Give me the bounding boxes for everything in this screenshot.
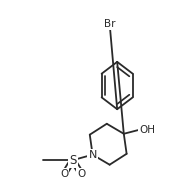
Text: OH: OH — [139, 125, 155, 135]
Text: Br: Br — [104, 19, 115, 29]
Text: O: O — [60, 169, 68, 179]
Text: S: S — [69, 154, 77, 167]
Text: N: N — [88, 150, 97, 160]
Text: O: O — [77, 169, 85, 179]
